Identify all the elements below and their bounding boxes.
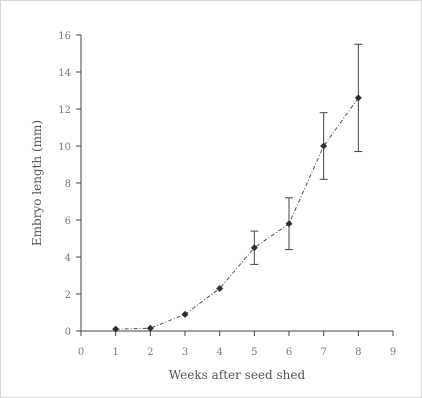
y-tick-label: 14 <box>58 68 71 79</box>
y-tick-label: 4 <box>65 253 71 264</box>
x-tick-label: 5 <box>251 347 257 358</box>
x-tick-label: 6 <box>286 347 292 358</box>
x-tick-label: 2 <box>147 347 153 358</box>
x-tick-label: 8 <box>355 347 361 358</box>
x-tick-label: 1 <box>112 347 118 358</box>
data-point <box>354 94 362 102</box>
data-point <box>146 324 154 332</box>
y-tick-label: 2 <box>65 290 71 301</box>
y-tick-label: 16 <box>58 31 71 42</box>
y-tick-label: 12 <box>58 105 71 116</box>
x-tick-label: 9 <box>390 347 396 358</box>
data-point <box>112 325 120 333</box>
y-tick-label: 10 <box>58 142 71 153</box>
y-tick-label: 6 <box>65 216 71 227</box>
data-point <box>216 284 224 292</box>
x-tick-label: 7 <box>320 347 326 358</box>
axes <box>80 35 393 332</box>
x-tick-label: 0 <box>78 347 84 358</box>
series-line <box>115 97 359 330</box>
y-axis-title: Embryo length (mm) <box>30 120 44 246</box>
data-point <box>285 220 293 228</box>
y-tick-label: 8 <box>65 179 71 190</box>
x-tick-label: 3 <box>182 347 188 358</box>
data-point <box>250 244 258 252</box>
y-tick-label: 0 <box>65 327 71 338</box>
data-series <box>112 43 363 333</box>
data-point <box>320 142 328 150</box>
x-axis-title: Weeks after seed shed <box>169 368 306 382</box>
data-point <box>181 310 189 318</box>
x-tick-label: 4 <box>216 347 222 358</box>
